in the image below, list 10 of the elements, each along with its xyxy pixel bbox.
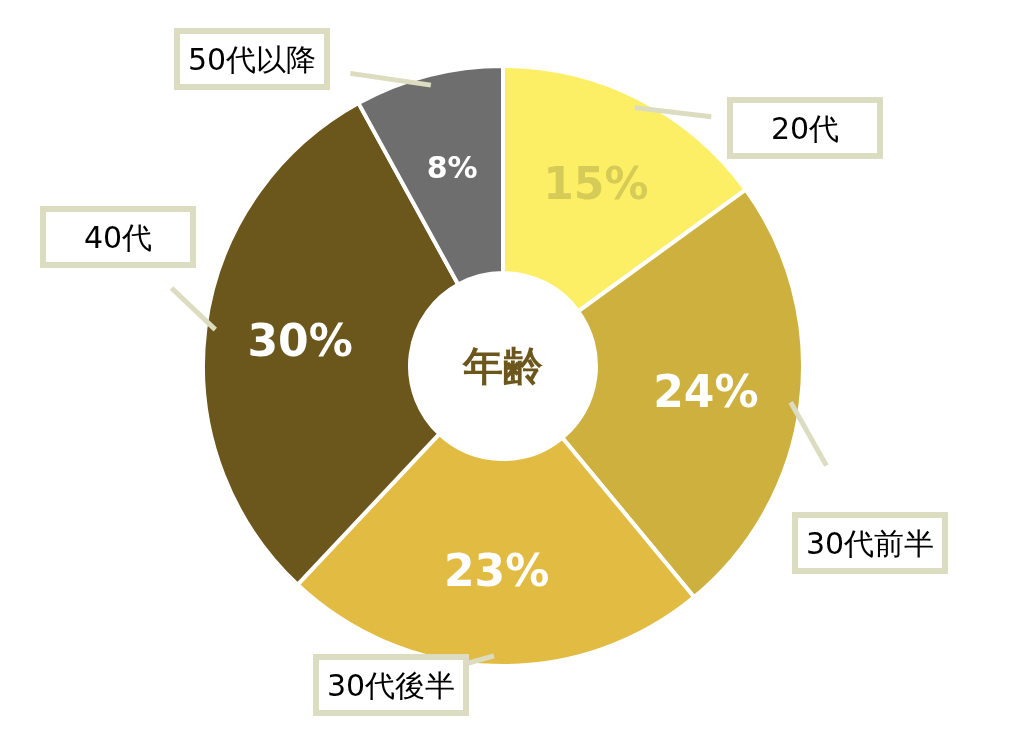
data-label: 8% — [426, 150, 478, 186]
data-label: 23% — [443, 544, 550, 596]
slice-label: 30代前半 — [805, 525, 935, 561]
slice-label: 30代後半 — [326, 667, 456, 703]
text: 年齢 — [462, 343, 543, 389]
slice-label: 50代以降 — [187, 41, 317, 77]
slice-label: 40代 — [83, 219, 153, 255]
slice-label: 20代 — [770, 110, 840, 146]
data-label: 24% — [653, 366, 759, 418]
data-label: 30% — [247, 314, 353, 366]
